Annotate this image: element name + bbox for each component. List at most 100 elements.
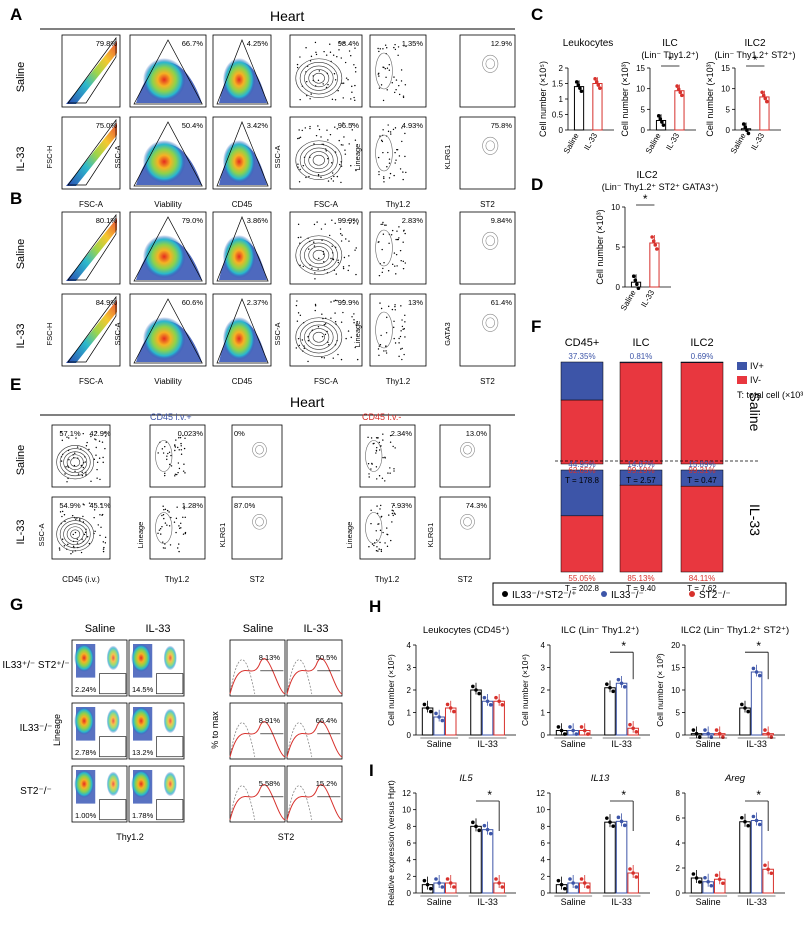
panel-A-plot (129, 34, 207, 108)
panel-F-legend-label: IV- (750, 375, 761, 385)
panel-B-plot-dot (398, 355, 400, 358)
panel-E-y-label: KLRG1 (426, 523, 435, 548)
panel-I-chart-sig-mark: * (487, 788, 492, 802)
panel-I-chart-point (474, 824, 478, 829)
panel-H-chart-point (440, 718, 445, 723)
panel-F-bar-iv-neg (619, 362, 663, 465)
panel-A-plot-dot (355, 169, 357, 172)
panel-E-iv-pos-plot-dot (74, 531, 77, 534)
panel-I-chart-tick-label: 0 (541, 889, 546, 898)
panel-A-plot-frame (369, 116, 427, 190)
panel-B-plot-dot (355, 247, 357, 249)
panel-B-plot-dot (314, 278, 316, 280)
panel-E-iv-pos-plot-dot (174, 473, 177, 475)
panel-E-iv-pos-plot-dot (101, 441, 104, 443)
panel-A-plot-dot (299, 56, 301, 58)
panel-E-iv-neg-plot-dot (393, 512, 395, 514)
panel-E-iv-neg-plot-dot (384, 542, 386, 544)
panel-I-chart-tick-label: 12 (536, 789, 545, 798)
panel-A-plot-dot (343, 41, 345, 44)
panel-E-iv-pos-plot-dot (161, 514, 163, 517)
panel-B-plot-dot (348, 265, 350, 267)
panel-A-plot-dot (388, 162, 391, 164)
panel-B-plot-gate (133, 216, 203, 282)
panel-E-iv-neg-plot-dot (375, 550, 378, 552)
panel-I-chart-sig-mark: * (621, 788, 626, 802)
panel-E-iv-pos-plot-contour (252, 514, 267, 530)
panel-E-iv-pos-plot-dot (86, 536, 89, 538)
panel-I-chart-point (751, 814, 756, 819)
panel-H-chart-point (714, 728, 719, 732)
panel-C-chart-tick-label: 1 (559, 95, 564, 104)
panel-F-iv-neg-value: 99.31% (688, 466, 715, 475)
panel-E-iv-pos-plot-dot (97, 524, 99, 526)
panel-A-plot-dot (317, 79, 320, 82)
panel-A-gate-value: 1.35% (402, 39, 424, 48)
panel-B-plot-dot (334, 321, 337, 323)
panel-B-plot-dot (345, 337, 347, 340)
panel-E-iv-pos-plot-dot (84, 531, 87, 534)
panel-A-plot-dot (388, 158, 391, 160)
panel-E-iv-pos-plot-dot (164, 474, 166, 477)
panel-B-plot-contour (482, 313, 499, 332)
panel-B-plot-dot (385, 224, 387, 226)
panel-A-plot-dot (399, 168, 402, 170)
panel-B-plot-dot (402, 328, 404, 331)
panel-A-plot-dot (393, 46, 395, 49)
panel-A-gate-value: 79.8% (96, 39, 118, 48)
panel-B-plot-contour (485, 235, 495, 247)
panel-G-hist-plot (286, 702, 343, 760)
panel-B-gate-value: 99.9% (338, 216, 360, 225)
panel-B-plot-dot (330, 301, 332, 303)
panel-I-chart-point (717, 877, 722, 882)
panel-E-iv-pos-plot-dot (176, 473, 178, 476)
panel-C-chart-point (745, 128, 749, 133)
panel-I-chart-point (477, 828, 481, 833)
panel-E-iv-neg-plot-dot (372, 443, 374, 445)
panel-E-iv-pos-plot-dot (98, 440, 101, 442)
panel-A-plot (369, 116, 427, 190)
panel-I-chart-point (471, 820, 475, 825)
panel-B-plot-frame (459, 293, 516, 367)
panel-B-plot-contour (304, 324, 334, 350)
panel-B-plot-dot (388, 242, 390, 245)
panel-A-plot-contour (375, 52, 393, 90)
panel-A-plot-dot (380, 139, 383, 142)
panel-B-plot-dot (337, 259, 339, 261)
panel-A-plot-dot (402, 96, 405, 99)
panel-I-chart-point (694, 876, 699, 880)
panel-B-plot-dot (303, 347, 305, 350)
panel-E-iv-pos-plot-dot (182, 533, 185, 535)
panel-B-plot-dot (400, 348, 402, 350)
panel-H-chart-group-label: Saline (427, 739, 452, 749)
panel-E-iv-pos-plot-dot (76, 542, 79, 544)
panel-I-chart-point (628, 867, 632, 871)
panel-E-iv-pos-plot-dot (165, 441, 167, 443)
panel-H-chart: 0 1 2 3 4 Saline IL-33 * ILC (Lin⁻ Thy1.2⁺) Cell … (520, 625, 650, 749)
panel-E-iv-pos-plot-dot (81, 474, 84, 477)
panel-H-chart-y-label: Cell number (× 10³) (655, 653, 665, 727)
panel-I-chart-title: Areg (724, 773, 746, 784)
panel-H-chart: 0 5 10 15 20 Saline IL-33 * ILC2 (Lin⁻ Thy1.2⁺ S… (655, 625, 789, 749)
panel-B-plot-dot (348, 255, 350, 257)
panel-G-dot-plot (128, 765, 185, 823)
panel-E-iv-pos-plot-contour (252, 442, 267, 458)
panel-B-plot-dot (379, 302, 381, 304)
panel-B-plot-dot (347, 219, 349, 222)
panel-B-plot-dot (356, 223, 359, 225)
panel-B-plot-dot (378, 274, 381, 277)
panel-G-dot-plot (71, 639, 128, 697)
panel-E-gate-value: 45.1% (89, 501, 111, 510)
panel-H-chart-bar (615, 682, 628, 736)
panel-G-dot-plot-gate (156, 673, 184, 695)
panel-A-plot-dot (395, 89, 397, 91)
panel-A-plot-dot (338, 139, 340, 142)
panel-A-plot-dot (389, 172, 392, 175)
panel-B-plot-dot (349, 222, 351, 224)
panel-D-subtitle: (Lin⁻ Thy1.2⁺ ST2⁺ GATA3⁺) (602, 182, 719, 192)
panel-E-iv-pos-plot-dot (177, 446, 179, 449)
panel-H-chart-point (568, 725, 572, 729)
panel-E-iv-pos-plot-frame (149, 496, 206, 560)
panel-A-plot-gate (216, 121, 269, 187)
